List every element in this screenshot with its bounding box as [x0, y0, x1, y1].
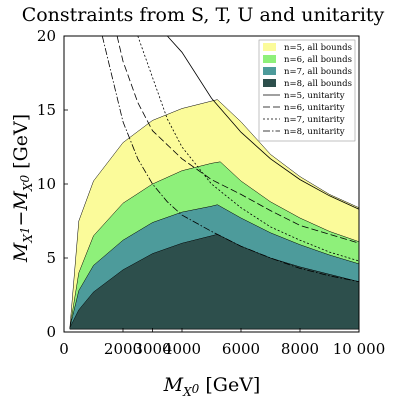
legend-label: n=6, unitarity [284, 103, 345, 113]
y-tick-label: 0 [46, 323, 56, 341]
legend-swatch [263, 67, 276, 75]
legend-swatch [263, 55, 276, 63]
unitarity-line-n5 [167, 35, 360, 210]
x-tick-label: 6000 [222, 340, 260, 358]
regions-layer [69, 99, 360, 330]
chart-title: Constraints from S, T, U and unitarity [22, 4, 385, 26]
legend-label: n=5, all bounds [284, 43, 352, 53]
unitarity-line-n6 [116, 35, 360, 244]
x-tick-label: 3000 [133, 340, 171, 358]
y-tick-label: 5 [46, 249, 56, 267]
legend-swatch [263, 79, 276, 87]
legend-swatch [263, 43, 276, 51]
x-tick-label: 8000 [281, 340, 319, 358]
legend-label: n=6, all bounds [284, 55, 352, 65]
unitarity-line-n8 [101, 35, 360, 283]
y-tick-label: 10 [37, 175, 56, 193]
x-tick-label: 0 [59, 340, 69, 358]
legend-label: n=8, all bounds [284, 79, 352, 89]
x-axis-label: MX0 [GeV] [163, 374, 261, 399]
legend: n=5, all bounds n=6, all bounds n=7, all b… [258, 39, 356, 142]
legend-label: n=5, unitarity [284, 91, 345, 101]
legend-label: n=7, unitarity [284, 115, 345, 125]
unitarity-line-n7 [137, 35, 360, 262]
x-tick-label: 10 000 [333, 340, 386, 358]
y-axis-label: MX1−MX0 [GeV] [10, 114, 35, 263]
unitarity-lines-layer [101, 35, 360, 283]
y-tick-label: 15 [37, 101, 56, 119]
x-tick-label: 2000 [104, 340, 142, 358]
legend-label: n=7, all bounds [284, 67, 352, 77]
x-tick-label: 4000 [163, 340, 201, 358]
y-tick-label: 20 [37, 27, 56, 45]
region-n8 [69, 234, 360, 330]
legend-label: n=8, unitarity [284, 127, 345, 137]
